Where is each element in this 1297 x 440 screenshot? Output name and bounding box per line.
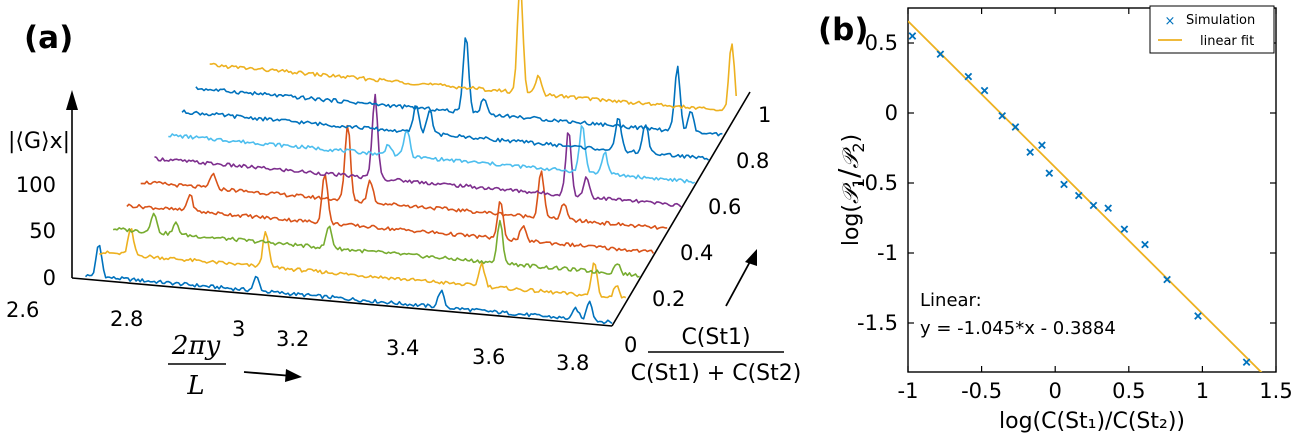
z-tick-0: 0	[43, 266, 56, 290]
depth-tick-2: 0.4	[680, 241, 713, 265]
depth-tick-1: 0.2	[652, 287, 685, 311]
series-line-9	[209, 0, 737, 112]
y-tick-label-1: 0	[885, 101, 898, 125]
scatter-point-11	[1089, 201, 1098, 210]
y-label-sub1: 1	[849, 178, 868, 188]
series-line-7	[181, 105, 710, 161]
scatter-point-7	[1038, 141, 1046, 150]
depth-axis-label: C(St1) C(St1) + C(St2)	[631, 249, 802, 386]
legend-box	[1149, 5, 1275, 54]
panel-a-tag: (a)	[24, 20, 73, 56]
y-tick-label-4: -1.5	[857, 311, 898, 335]
x-axis-line	[71, 277, 613, 327]
x-tick-label-4: 1	[1196, 379, 1209, 403]
x-tick-2: 3	[232, 317, 245, 341]
depth-label-arrowhead	[745, 249, 757, 266]
scatter-point-0	[908, 32, 917, 40]
panel-b: (b) 0.5 0 -0.5 -1 -1.5 -1 -0.5 0 0.5 1 1.5 log(𝒫1…	[818, 5, 1293, 434]
x-label-arrow-shaft	[243, 371, 293, 377]
scatter-point-1	[936, 50, 945, 59]
x-tick-4: 3.4	[386, 336, 419, 360]
scatter-point-3	[980, 86, 989, 95]
panel-b-tag: (b)	[818, 12, 869, 48]
series-line-1	[99, 228, 627, 299]
depth-label-arrow-shaft	[725, 257, 753, 307]
scatter-point-15	[1163, 275, 1171, 284]
series-line-8	[195, 37, 723, 137]
x-tick-3: 3.2	[276, 327, 309, 351]
x-label-b: log(C(St₁)/C(St₂))	[999, 409, 1185, 434]
depth-axis-ticks: 0 0.2 0.4 0.6 0.8 1	[624, 103, 771, 357]
z-axis-ticks: 0 50 100	[16, 173, 56, 290]
series-line-0	[84, 244, 613, 325]
legend-marker-simulation: ×	[1165, 14, 1176, 29]
scatter-point-12	[1104, 204, 1113, 213]
plot-b-frame	[907, 7, 1277, 373]
waterfall-series	[84, 0, 737, 325]
y-label: log(𝒫1/𝒫2)	[832, 134, 868, 246]
x-tick-label-0: -1	[898, 379, 919, 403]
depth-tick-5: 1	[758, 103, 771, 127]
depth-tick-3: 0.6	[708, 195, 741, 219]
y-label-sub2: 2	[849, 142, 868, 152]
scatter-point-17	[1242, 358, 1251, 367]
y-tick-label-2: -0.5	[857, 171, 898, 195]
annotation-equation: y = -1.045*x - 0.3884	[920, 318, 1116, 339]
fit-annotation: Linear: y = -1.045*x - 0.3884	[920, 290, 1116, 339]
x-tick-label-1: -0.5	[961, 379, 1002, 403]
legend-label-simulation: Simulation	[1186, 13, 1255, 28]
scatter-point-4	[998, 111, 1007, 120]
y-tick-label-0: 0.5	[865, 31, 898, 55]
y-tick-label-3: -1	[877, 241, 898, 265]
depth-label-denominator: C(St1) + C(St2)	[631, 361, 802, 386]
x-tick-1: 2.8	[110, 307, 143, 331]
z-tick-1: 50	[29, 219, 56, 243]
y-label-slash: /	[832, 168, 865, 178]
simulation-points	[908, 32, 1251, 367]
scatter-point-10	[1074, 191, 1083, 200]
scatter-point-6	[1026, 148, 1035, 157]
scatter-point-16	[1194, 312, 1202, 320]
scatter-point-8	[1045, 169, 1054, 178]
x-tick-5: 3.6	[472, 345, 505, 369]
y-axis-label-b: log(𝒫1/𝒫2)	[832, 134, 868, 246]
x-axis-ticks-b: -1 -0.5 0 0.5 1 1.5	[898, 8, 1293, 403]
depth-label-numerator: C(St1)	[681, 325, 750, 350]
y-label-suffix: )	[839, 134, 864, 143]
scatter-point-14	[1141, 240, 1149, 249]
x-tick-label-3: 0.5	[1112, 379, 1145, 403]
y-label-prefix: log(	[839, 204, 864, 246]
depth-tick-4: 0.8	[736, 149, 769, 173]
z-axis-arrowhead	[66, 90, 78, 110]
annotation-title: Linear:	[920, 290, 982, 311]
series-line-2	[112, 212, 640, 278]
depth-axis-line	[611, 91, 751, 327]
x-tick-label-5: 1.5	[1259, 379, 1292, 403]
series-line-4	[140, 124, 668, 230]
x-axis-label: 2πy L	[168, 331, 302, 401]
depth-tick-0: 0	[624, 333, 637, 357]
z-axis-label: |⟨G⟩x|	[8, 129, 70, 154]
series-line-3	[126, 173, 655, 254]
scatter-point-5	[1011, 123, 1020, 131]
y-axis-ticks: 0.5 0 -0.5 -1 -1.5	[857, 31, 1276, 335]
scatter-point-2	[964, 72, 973, 81]
x-label-arrowhead	[285, 369, 302, 382]
x-tick-6: 3.8	[556, 351, 589, 375]
series-line-6	[168, 125, 696, 184]
x-tick-label-2: 0	[1049, 379, 1062, 403]
scatter-point-9	[1060, 180, 1068, 189]
scatter-point-13	[1120, 225, 1129, 234]
x-label-denominator: L	[186, 371, 204, 401]
legend: × Simulation linear fit	[1149, 5, 1275, 54]
x-tick-0: 2.6	[6, 298, 39, 322]
legend-label-fit: linear fit	[1200, 34, 1254, 49]
x-axis-ticks: 2.6 2.8 3 3.2 3.4 3.6 3.8	[6, 298, 589, 375]
z-label: |⟨G⟩x|	[8, 129, 70, 154]
panel-a: (a) 0 50 100 |⟨G⟩x| 2.6 2.8 3 3.2 3.4 3.…	[6, 0, 801, 401]
x-label-numerator: 2πy	[171, 331, 221, 361]
z-tick-2: 100	[16, 173, 56, 197]
series-line-5	[154, 93, 682, 208]
